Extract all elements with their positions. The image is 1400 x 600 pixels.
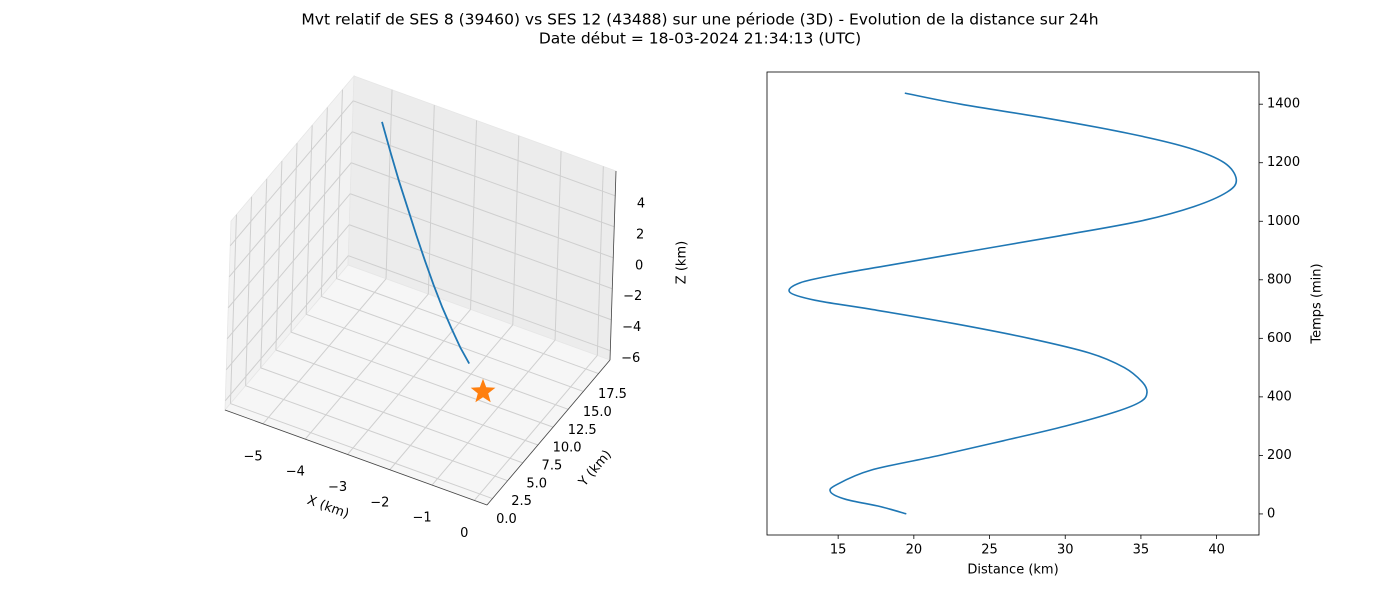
grid-line	[306, 313, 569, 410]
z-tick-label: −2	[623, 289, 642, 304]
grid-line	[385, 89, 393, 279]
y-tick-label: 800	[1267, 272, 1292, 287]
grid-line	[554, 151, 562, 341]
grid-line	[229, 100, 354, 247]
grid-line	[260, 367, 523, 464]
grid-line	[229, 214, 237, 404]
grid-line	[245, 385, 508, 482]
grid-line	[245, 196, 253, 386]
y-tick-label: 1200	[1267, 155, 1300, 170]
x-tick-label: 0	[460, 526, 468, 541]
z-tick-label: −6	[621, 351, 640, 366]
y-tick-label: 2.5	[511, 494, 532, 509]
y-tick-label: 600	[1267, 331, 1292, 346]
trajectory-line	[381, 121, 470, 365]
grid-line	[227, 162, 352, 309]
x-tick-label: 40	[1208, 543, 1225, 558]
grid-line	[348, 255, 611, 352]
grid-line	[228, 131, 353, 278]
y-tick-label: 12.5	[568, 423, 597, 438]
x-tick-label: −1	[412, 511, 431, 526]
y-tick-label: 200	[1267, 448, 1292, 463]
star-marker	[470, 378, 496, 403]
grid-line	[305, 125, 313, 315]
x-tick-label: 20	[906, 543, 923, 558]
grid-line	[350, 193, 613, 290]
distance-line	[788, 92, 1238, 515]
x-tick-label: −2	[370, 495, 389, 510]
grid-line	[596, 166, 604, 356]
x-axis-label: Distance (km)	[967, 563, 1058, 578]
x-tick-label: −3	[328, 480, 347, 495]
x-tick-label: 25	[981, 543, 998, 558]
x-tick-label: 15	[830, 543, 847, 558]
grid-line	[275, 349, 539, 446]
z-axis-label: Z (km)	[675, 241, 690, 284]
grid-line	[351, 162, 614, 259]
x-tick-label: −5	[243, 449, 262, 464]
grid-line	[336, 278, 599, 375]
x-tick-label: −4	[286, 465, 305, 480]
y-tick-label: 10.0	[553, 441, 582, 456]
grid-line	[225, 224, 350, 371]
grid-line	[335, 89, 343, 279]
y-tick-label: 1000	[1267, 214, 1300, 229]
grid-line	[224, 255, 349, 402]
grid-line	[260, 178, 268, 368]
grid-line	[512, 135, 520, 325]
y-tick-label: 1400	[1267, 97, 1300, 112]
figure-title: Mvt relatif de SES 8 (39460) vs SES 12 (…	[301, 11, 1098, 29]
grid-line	[226, 193, 351, 340]
grid-line	[427, 105, 435, 295]
grid-line	[353, 100, 616, 197]
grid-line	[290, 331, 554, 428]
z-tick-label: 0	[635, 258, 643, 273]
y-tick-label: 17.5	[598, 387, 627, 402]
plot-frame	[766, 71, 1260, 536]
grid-line	[349, 224, 612, 321]
x-tick-label: 35	[1133, 543, 1150, 558]
y-tick-label: 5.0	[526, 476, 547, 491]
y-tick-label: 7.5	[542, 459, 563, 474]
grid-line	[275, 160, 283, 351]
y-tick-label: 400	[1267, 389, 1292, 404]
grid-line	[290, 143, 298, 333]
x-axis-line	[224, 409, 488, 506]
y-axis-label: Temps (min)	[1310, 263, 1325, 344]
figure-subtitle: Date début = 18-03-2024 21:34:13 (UTC)	[539, 30, 861, 48]
x-axis-label: X (km)	[305, 493, 351, 522]
z-tick-label: 2	[636, 227, 644, 242]
y-tick-label: 15.0	[583, 405, 612, 420]
z-tick-label: 4	[637, 196, 645, 211]
grid-line	[230, 403, 493, 500]
y-tick-label: 0.0	[496, 512, 517, 527]
z-tick-label: −4	[622, 320, 641, 335]
y-tick-label: 0	[1267, 506, 1275, 521]
z-axis-line	[609, 170, 617, 361]
grid-line	[321, 295, 584, 392]
x-tick-label: 30	[1057, 543, 1074, 558]
grid-line	[470, 120, 478, 310]
grid-line	[320, 107, 328, 297]
grid-line	[352, 131, 615, 228]
y-axis-line	[486, 359, 611, 506]
